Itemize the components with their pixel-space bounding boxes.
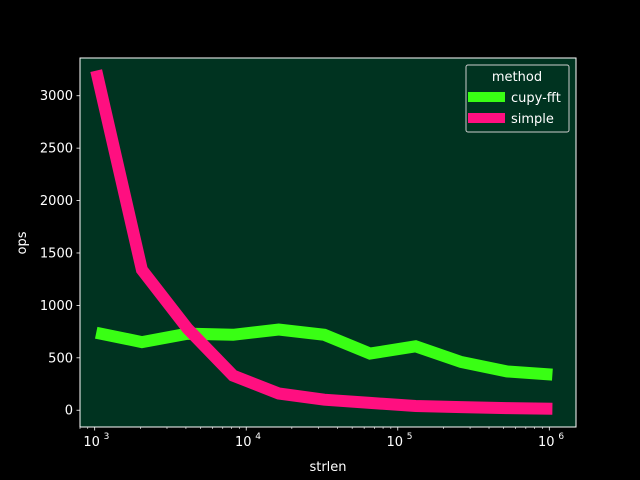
legend-label-simple: simple [511,112,554,127]
y-tick-label: 2500 [40,142,73,157]
x-tick-label: 10 [386,435,403,450]
legend: method cupy-fft simple [465,64,570,133]
series-line-cupy-fft [94,323,553,381]
x-axis-label: strlen [309,460,346,475]
x-tick-exponent: 5 [407,432,413,442]
y-tick-label: 2000 [40,194,73,209]
x-tick-exponent: 4 [255,432,261,442]
x-tick-exponent: 3 [104,432,110,442]
legend-label-cupy-fft: cupy-fft [511,91,561,106]
legend-title: method [492,70,542,85]
x-tick-label: 10 [83,435,100,450]
x-tick-exponent: 6 [558,432,564,442]
y-tick-label: 0 [65,404,73,419]
x-axis: 10 3 10 4 10 5 10 6 [79,427,564,450]
y-tick-label: 1000 [40,299,73,314]
y-tick-label: 1500 [40,246,73,261]
x-tick-label: 10 [235,435,252,450]
y-tick-label: 3000 [40,89,73,104]
y-axis-label: ops [15,231,30,254]
y-tick-label: 500 [48,351,73,366]
x-tick-label: 10 [538,435,555,450]
y-axis: 0 500 1000 1500 2000 2500 3000 [40,89,80,419]
series-layer [90,69,553,415]
series-line-simple [90,69,553,415]
